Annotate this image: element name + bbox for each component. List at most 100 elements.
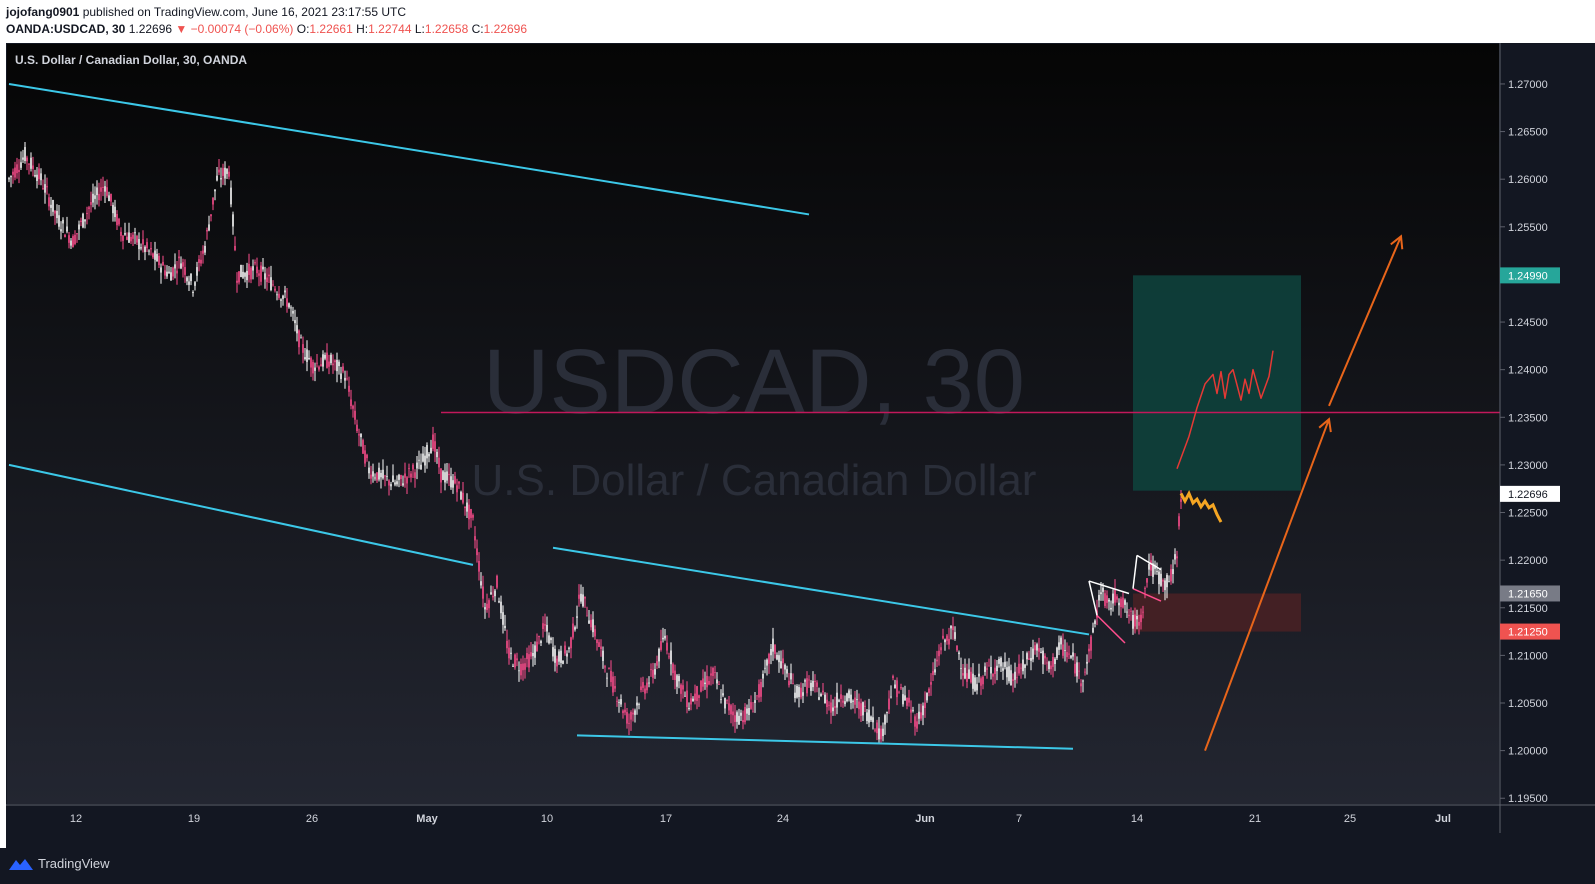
- candle-body: [530, 652, 532, 657]
- candle-body: [408, 468, 410, 469]
- candle-body: [156, 253, 158, 262]
- candle-body: [1040, 651, 1042, 653]
- candle-body: [80, 220, 82, 223]
- candle-body: [130, 236, 132, 242]
- candle-body: [1170, 569, 1172, 582]
- candle-body: [672, 664, 674, 674]
- candle-body: [18, 169, 20, 173]
- tradingview-logo[interactable]: TradingView: [8, 856, 110, 871]
- candle-body: [918, 711, 920, 719]
- candle-body: [594, 629, 596, 637]
- candle-body: [368, 467, 370, 474]
- candle-body: [798, 687, 800, 698]
- candle-body: [520, 663, 522, 676]
- candle-body: [214, 189, 216, 192]
- candle-body: [998, 659, 1000, 664]
- candle-body: [1058, 642, 1060, 650]
- time-axis[interactable]: 12 19 26 May 10 17 24 Jun 7 14 21 25 Jul: [70, 813, 1451, 825]
- candle-body: [418, 459, 420, 461]
- candle-body: [1026, 653, 1028, 660]
- open-value: 1.22661: [309, 22, 353, 36]
- candle-body: [890, 696, 892, 698]
- candle-body: [376, 472, 378, 481]
- candle-body: [34, 174, 36, 177]
- candle-body: [568, 647, 570, 649]
- candle-body: [194, 282, 196, 286]
- candle-body: [14, 167, 16, 178]
- candle-body: [1146, 578, 1148, 583]
- candle-body: [90, 202, 92, 205]
- candle-body: [76, 233, 78, 235]
- candle-body: [628, 722, 630, 724]
- candle-body: [98, 193, 100, 201]
- candle-body: [1176, 556, 1178, 559]
- candle-body: [756, 695, 758, 697]
- candle-body: [688, 707, 690, 710]
- candle-body: [816, 682, 818, 687]
- candle-body: [1024, 664, 1026, 668]
- candle-body: [912, 709, 914, 711]
- candle-body: [392, 475, 394, 483]
- candle-body: [398, 474, 400, 480]
- price-axis[interactable]: 1.270001.265001.260001.255001.250001.245…: [1500, 79, 1560, 805]
- chart-title: U.S. Dollar / Canadian Dollar, 30, OANDA: [15, 53, 247, 67]
- candle-body: [1030, 657, 1032, 661]
- candle-body: [892, 676, 894, 679]
- publish-text: published on TradingView.com, June 16, 2…: [82, 5, 407, 19]
- candle-body: [348, 385, 350, 392]
- chart-frame[interactable]: USDCAD, 30 U.S. Dollar / Canadian Dollar…: [6, 43, 1595, 848]
- candle-body: [524, 663, 526, 670]
- candle-body: [286, 298, 288, 307]
- candle-body: [1000, 657, 1002, 667]
- candle-body: [1006, 667, 1008, 678]
- candle-body: [174, 264, 176, 269]
- candle-body: [1130, 610, 1132, 612]
- chart-svg[interactable]: USDCAD, 30 U.S. Dollar / Canadian Dollar…: [6, 43, 1595, 848]
- candle-body: [1158, 571, 1160, 585]
- candle-body: [184, 267, 186, 275]
- candle-body: [24, 147, 26, 162]
- ohlc-bar: OANDA:USDCAD, 30 1.22696 ▼ −0.00074 (−0.…: [6, 22, 527, 36]
- candle-body: [372, 471, 374, 477]
- candle-body: [572, 623, 574, 638]
- candle-body: [984, 666, 986, 672]
- candle-body: [300, 337, 302, 339]
- price-tick-label: 1.21500: [1508, 603, 1548, 615]
- candle-body: [164, 270, 166, 276]
- candle-body: [298, 330, 300, 348]
- candle-body: [696, 686, 698, 701]
- candle-body: [1042, 650, 1044, 665]
- candle-body: [880, 728, 882, 740]
- candle-body: [560, 650, 562, 663]
- candle-body: [1038, 648, 1040, 652]
- candle-body: [758, 684, 760, 698]
- candle-body: [790, 673, 792, 680]
- candle-body: [546, 624, 548, 632]
- candle-body: [686, 690, 688, 708]
- author-name[interactable]: jojofang0901: [6, 5, 80, 19]
- candle-body: [752, 711, 754, 713]
- candle-body: [192, 291, 194, 294]
- price-tick-label: 1.25500: [1508, 222, 1548, 234]
- candle-body: [172, 267, 174, 277]
- candle-body: [1056, 647, 1058, 659]
- candle-body: [1022, 659, 1024, 672]
- candle-body: [1092, 627, 1094, 633]
- candle-body: [116, 214, 118, 226]
- candle-body: [774, 645, 776, 654]
- candle-body: [478, 560, 480, 572]
- candle-body: [12, 171, 14, 175]
- low-value: 1.22658: [424, 22, 469, 36]
- candle-body: [750, 702, 752, 709]
- candle-body: [410, 473, 412, 478]
- candle-body: [844, 701, 846, 705]
- candle-body: [578, 594, 580, 599]
- candle-body: [490, 592, 492, 595]
- candle-body: [422, 453, 424, 462]
- candle-body: [200, 259, 202, 264]
- candle-body: [480, 581, 482, 586]
- candle-body: [962, 673, 964, 676]
- candle-body: [388, 480, 390, 486]
- candle-body: [1124, 600, 1126, 605]
- candle-body: [518, 670, 520, 672]
